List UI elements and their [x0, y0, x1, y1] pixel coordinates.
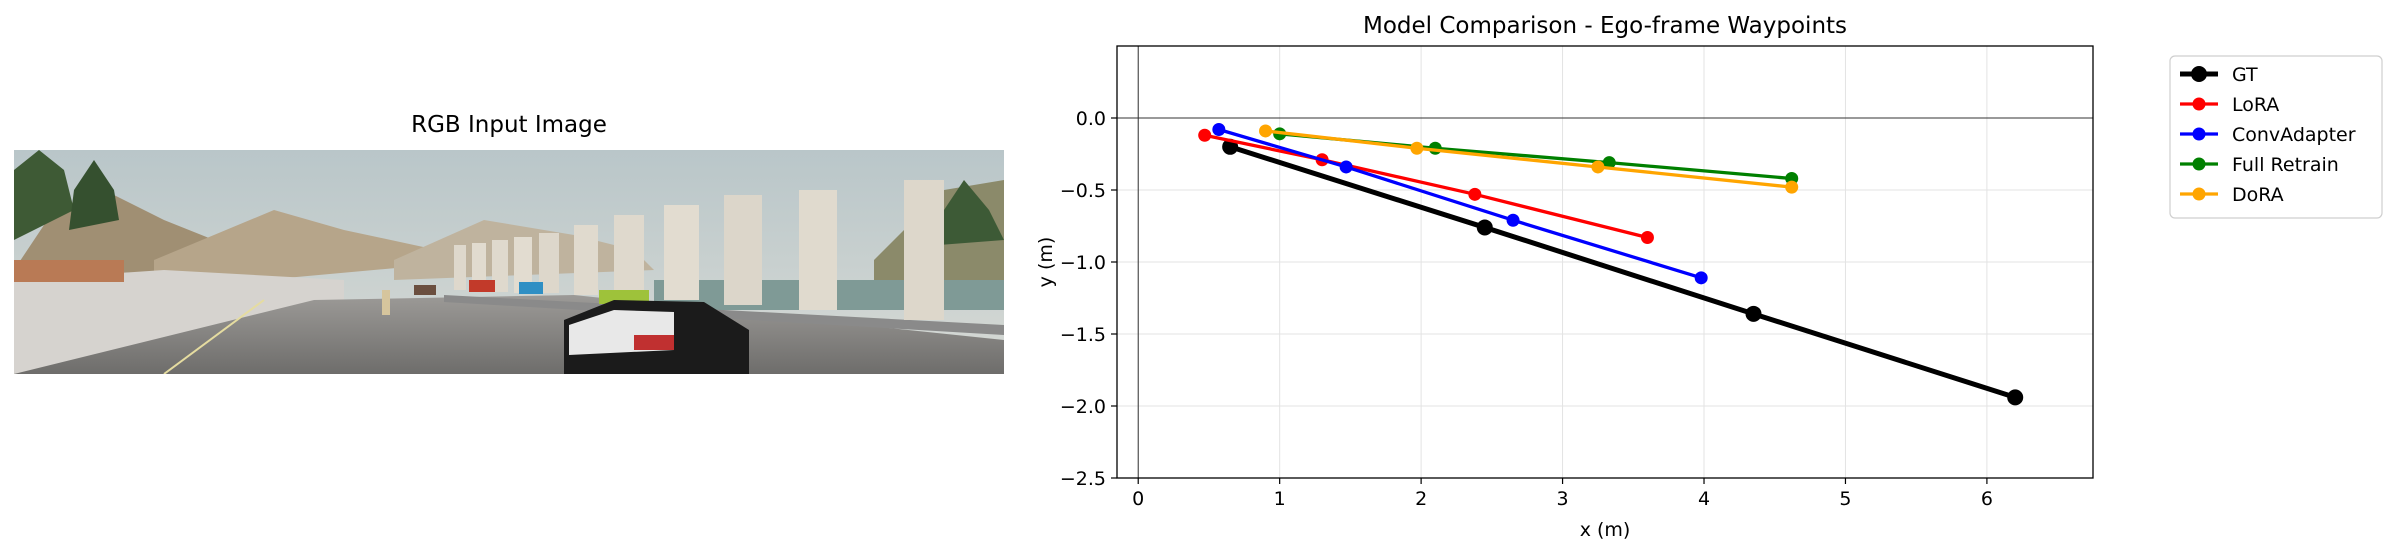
- series-line-gt: [1229, 144, 2016, 400]
- y-tick-label: −0.5: [1060, 180, 1106, 202]
- x-tick-label: 1: [1274, 488, 1286, 510]
- data-point-gt: [1476, 219, 1493, 236]
- reference-lines: [1117, 46, 2093, 478]
- series-line-dora: [1265, 129, 1792, 189]
- legend-label-convadapter: ConvAdapter: [2232, 124, 2356, 146]
- image-title: RGB Input Image: [411, 112, 607, 138]
- x-tick-label: 6: [1981, 488, 1993, 510]
- x-tick-label: 4: [1698, 488, 1710, 510]
- data-point-lora: [1468, 187, 1482, 201]
- series-line-convadapter: [1218, 127, 1702, 280]
- y-tick-label: −1.5: [1060, 324, 1106, 346]
- data-point-gt: [2007, 389, 2024, 406]
- legend-marker-convadapter: [2192, 127, 2206, 141]
- data-point-full-retrain: [1602, 156, 1616, 170]
- legend-marker-lora: [2192, 97, 2206, 111]
- x-tick-label: 5: [1839, 488, 1851, 510]
- x-tick-label: 2: [1415, 488, 1427, 510]
- legend-label-full-retrain: Full Retrain: [2232, 154, 2339, 176]
- y-tick-label: −2.5: [1060, 468, 1106, 490]
- legend-box: [2169, 55, 2383, 219]
- y-tick-label: −2.0: [1060, 396, 1106, 418]
- legend-marker-dora: [2192, 187, 2206, 201]
- y-axis-label: y (m): [1035, 237, 1057, 288]
- data-point-dora: [1259, 124, 1273, 138]
- series-layer: [1198, 123, 2024, 406]
- x-tick-label: 3: [1557, 488, 1569, 510]
- data-point-lora: [1640, 231, 1654, 245]
- data-point-convadapter: [1506, 213, 1520, 227]
- data-point-dora: [1591, 160, 1605, 174]
- legend-label-dora: DoRA: [2232, 184, 2284, 206]
- data-point-lora: [1198, 128, 1212, 142]
- data-point-gt: [1745, 305, 1762, 322]
- data-point-dora: [1410, 141, 1424, 155]
- rgb-input-image: [14, 150, 1004, 374]
- data-point-dora: [1785, 180, 1799, 194]
- legend-label-gt: GT: [2232, 64, 2258, 86]
- y-tick-label: −1.0: [1060, 252, 1106, 274]
- x-axis-ticks: 0 1 2 3 4 5 6: [1132, 478, 1993, 510]
- data-point-convadapter: [1339, 160, 1353, 174]
- legend-marker-gt: [2191, 66, 2207, 82]
- legend-marker-full-retrain: [2192, 157, 2206, 171]
- legend: GT LoRA ConvAdapter Full Retrain DoRA: [2169, 55, 2383, 219]
- data-point-convadapter: [1212, 123, 1226, 137]
- y-axis-ticks: 0.0 −0.5 −1.0 −1.5 −2.0 −2.5: [1060, 108, 1117, 490]
- chart-title: Model Comparison - Ego-frame Waypoints: [1363, 13, 1847, 39]
- x-axis-label: x (m): [1580, 519, 1631, 541]
- data-point-convadapter: [1694, 271, 1708, 285]
- series-line-lora: [1204, 133, 1648, 240]
- legend-label-lora: LoRA: [2232, 94, 2279, 116]
- y-tick-label: 0.0: [1076, 108, 1106, 130]
- waypoint-chart: Model Comparison - Ego-frame Waypoints 0…: [1035, 13, 2383, 541]
- grid: [1117, 46, 2093, 479]
- x-tick-label: 0: [1132, 488, 1144, 510]
